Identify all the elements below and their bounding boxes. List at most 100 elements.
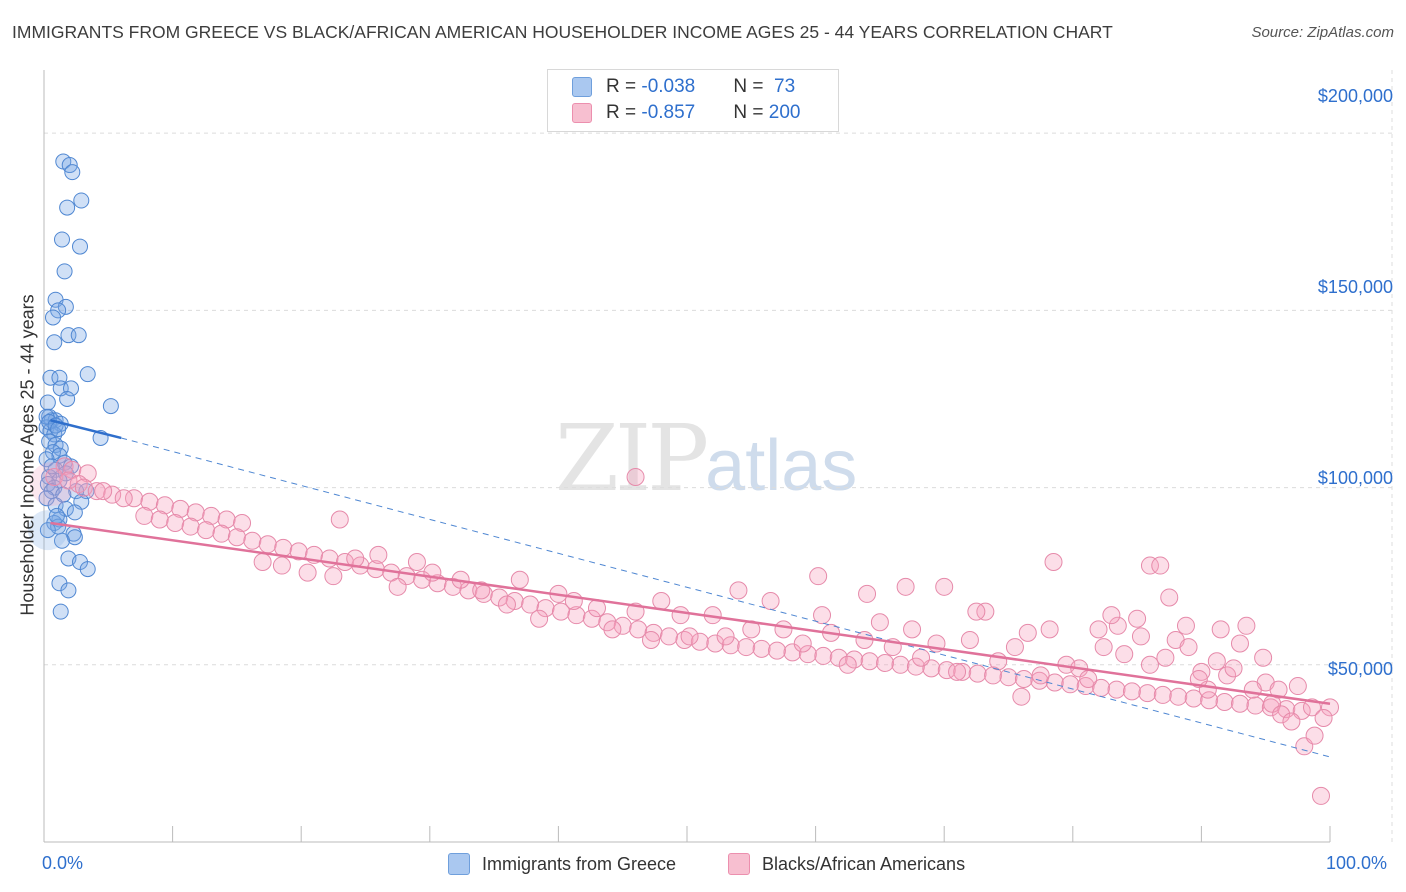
black-point-132 bbox=[903, 620, 922, 639]
watermark-atlas: atlas bbox=[705, 426, 858, 506]
black-point-69 bbox=[906, 657, 925, 676]
greece-point-14 bbox=[46, 334, 63, 351]
bottom-legend-black: Blacks/African Americans bbox=[728, 852, 965, 876]
black-point-75 bbox=[999, 668, 1018, 687]
black-point-142 bbox=[1031, 666, 1050, 685]
greece-point-20 bbox=[59, 390, 76, 407]
black-point-189 bbox=[1224, 659, 1243, 678]
greece-point-22 bbox=[102, 398, 119, 415]
black-point-123 bbox=[761, 591, 780, 610]
correlation-legend: R = -0.038 N = 73 R = -0.857 N = 200 bbox=[547, 69, 839, 132]
black-point-90 bbox=[1230, 694, 1249, 713]
black-point-9 bbox=[125, 489, 144, 508]
black-point-125 bbox=[793, 634, 812, 653]
legend-n-label: N = bbox=[733, 102, 769, 123]
black-point-14 bbox=[202, 506, 221, 525]
black-point-148 bbox=[1108, 616, 1127, 635]
black-point-52 bbox=[644, 623, 663, 642]
y-tick-label-200000: $200,000 bbox=[1317, 86, 1393, 106]
black-point-74 bbox=[984, 666, 1003, 685]
black-point-10 bbox=[140, 492, 159, 511]
legend-row-black: R = -0.857 N = 200 bbox=[572, 101, 800, 125]
black-point-190 bbox=[1243, 680, 1262, 699]
black-point-58 bbox=[737, 638, 756, 657]
black-point-24 bbox=[212, 524, 231, 543]
legend-r-value: -0.857 bbox=[641, 102, 696, 123]
black-point-66 bbox=[860, 652, 879, 671]
black-point-128 bbox=[838, 655, 857, 674]
legend-r-label: R = bbox=[606, 76, 642, 97]
bottom-legend-swatch-greece bbox=[448, 853, 470, 875]
black-point-15 bbox=[217, 510, 236, 529]
black-point-19 bbox=[135, 506, 154, 525]
black-point-140 bbox=[1005, 638, 1024, 657]
black-point-25 bbox=[227, 528, 246, 547]
black-point-86 bbox=[1169, 687, 1188, 706]
black-point-53 bbox=[659, 627, 678, 646]
greece-trend-dashed bbox=[121, 437, 1331, 758]
black-point-97 bbox=[272, 556, 291, 575]
greece-point-6 bbox=[72, 238, 89, 255]
black-point-124 bbox=[774, 620, 793, 639]
black-point-21 bbox=[166, 514, 185, 533]
greece-point-21 bbox=[39, 394, 56, 411]
black-point-118 bbox=[680, 627, 699, 646]
black-point-20 bbox=[150, 510, 169, 529]
greece-point-2 bbox=[64, 164, 81, 181]
legend-swatch-black bbox=[572, 103, 592, 123]
black-point-170 bbox=[1044, 553, 1063, 572]
black-point-51 bbox=[629, 620, 648, 639]
chart-title: IMMIGRANTS FROM GREECE VS BLACK/AFRICAN … bbox=[12, 22, 1113, 42]
black-point-180 bbox=[1089, 620, 1108, 639]
black-point-159 bbox=[1254, 648, 1273, 667]
black-point-171 bbox=[1140, 556, 1159, 575]
black-point-173 bbox=[1160, 588, 1179, 607]
black-point-164 bbox=[1305, 726, 1324, 745]
black-point-113 bbox=[603, 620, 622, 639]
black-point-89 bbox=[1215, 693, 1234, 712]
greece-point-9 bbox=[57, 298, 74, 315]
greece-point-3 bbox=[73, 192, 90, 209]
y-tick-label-100000: $100,000 bbox=[1317, 468, 1393, 488]
black-point-155 bbox=[1192, 662, 1211, 681]
greece-point-71 bbox=[43, 458, 60, 475]
x-tick-label-max: 100.0% bbox=[1326, 853, 1388, 873]
legend-r-label: R = bbox=[606, 102, 642, 123]
bottom-legend-swatch-black bbox=[728, 853, 750, 875]
black-trend-line bbox=[50, 521, 1331, 706]
black-point-150 bbox=[1131, 627, 1150, 646]
black-point-83 bbox=[1122, 682, 1141, 701]
black-point-117 bbox=[671, 606, 690, 625]
black-point-26 bbox=[243, 531, 262, 550]
black-point-16 bbox=[233, 514, 252, 533]
black-point-181 bbox=[1102, 606, 1121, 625]
black-point-147 bbox=[1094, 638, 1113, 657]
black-point-18 bbox=[114, 489, 133, 508]
black-point-42 bbox=[490, 588, 509, 607]
black-point-78 bbox=[1045, 673, 1064, 692]
black-point-72 bbox=[953, 662, 972, 681]
black-point-45 bbox=[536, 599, 555, 618]
black-point-3 bbox=[45, 467, 64, 486]
black-point-68 bbox=[891, 655, 910, 674]
black-point-179 bbox=[967, 602, 986, 621]
greece-point-57 bbox=[39, 522, 56, 539]
black-point-102 bbox=[388, 577, 407, 596]
black-point-67 bbox=[876, 654, 895, 673]
black-point-27 bbox=[258, 535, 277, 554]
black-point-44 bbox=[521, 595, 540, 614]
black-point-4 bbox=[59, 471, 78, 490]
greece-point-7 bbox=[56, 263, 73, 280]
black-point-8 bbox=[103, 485, 122, 504]
black-point-161 bbox=[1272, 705, 1291, 724]
black-point-136 bbox=[948, 662, 967, 681]
legend-n-value: 73 bbox=[768, 76, 796, 97]
y-axis-label: Householder Income Ages 25 - 44 years bbox=[17, 294, 38, 616]
black-point-130 bbox=[870, 613, 889, 632]
black-point-120 bbox=[716, 627, 735, 646]
black-point-106 bbox=[472, 581, 491, 600]
black-point-165 bbox=[1311, 786, 1330, 805]
black-point-108 bbox=[510, 570, 529, 589]
black-point-172 bbox=[1151, 556, 1170, 575]
